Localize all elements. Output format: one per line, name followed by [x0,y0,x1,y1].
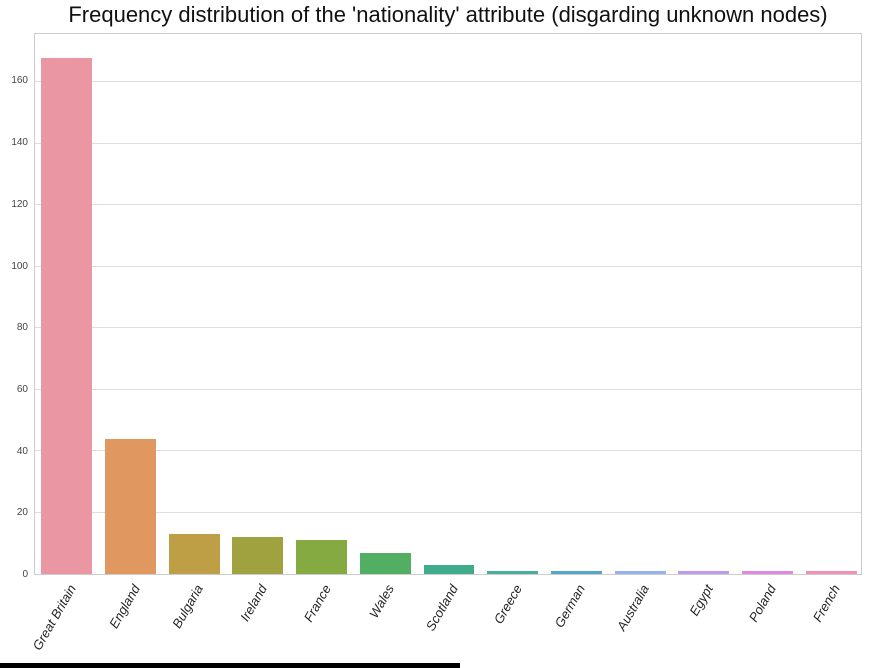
bar-england [105,438,156,574]
bar-bulgaria [168,534,220,574]
x-tick-label: Australia [613,582,653,634]
bar-greece [487,570,539,574]
x-tick-label: Ireland [237,582,270,624]
gridline [35,450,861,452]
bar-great-britain [41,57,93,574]
bar-wales [359,552,411,574]
x-tick-label: France [300,582,334,625]
bar-french [805,570,857,574]
y-tick-label: 60 [16,383,28,395]
x-tick-label: Scotland [422,582,461,634]
bar-poland [741,570,793,574]
x-tick-label: French [809,582,844,625]
y-tick-label: 0 [22,569,28,580]
y-tick-label: 20 [16,507,28,519]
x-tick-label: Wales [366,582,398,621]
gridline [35,81,861,83]
plot-area [34,33,862,575]
y-tick-label: 140 [11,137,28,149]
x-tick-label: England [105,582,143,631]
bar-france [296,540,348,574]
x-tick-label: Great Britain [29,582,79,653]
bar-egypt [678,570,730,574]
gridline [35,142,861,144]
y-tick-label: 160 [11,75,28,87]
bar-scotland [423,564,475,574]
y-tick-label: 40 [16,445,28,457]
bar-ireland [232,537,284,574]
gridline [35,265,861,267]
gridline [35,388,861,390]
gridline [35,511,861,513]
y-tick-label: 100 [11,260,28,272]
y-tick-label: 120 [11,198,28,210]
y-tick-label: 80 [16,322,28,334]
x-tick-label: German [551,582,589,631]
bottom-strip [0,663,460,668]
bar-australia [614,570,666,574]
x-tick-label: Poland [746,582,780,625]
gridline [35,204,861,206]
chart-title: Frequency distribution of the 'nationali… [68,2,828,27]
gridline [35,327,861,329]
x-tick-label: Bulgaria [169,582,207,631]
x-tick-label: Egypt [686,582,716,619]
bar-german [550,570,602,574]
x-tick-label: Greece [490,582,525,627]
